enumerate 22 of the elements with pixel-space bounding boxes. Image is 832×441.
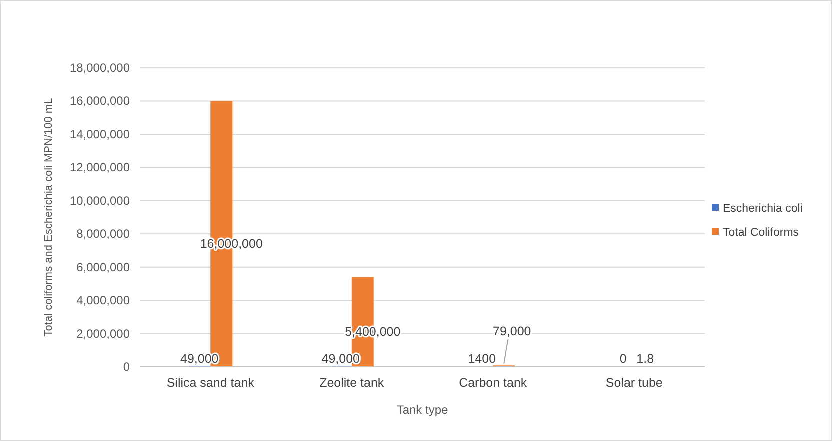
x-tick-label: Solar tube bbox=[606, 376, 663, 390]
data-label: 0 bbox=[620, 352, 627, 366]
data-label: 79,000 bbox=[493, 324, 532, 339]
y-axis-title: Total coliforms and Escherichia coli MPN/100 mL bbox=[43, 98, 55, 337]
y-tick-label: 8,000,000 bbox=[76, 227, 130, 242]
data-label: 1.8 bbox=[636, 352, 654, 366]
data-label: 1400 bbox=[468, 352, 496, 366]
y-tick-label: 10,000,000 bbox=[70, 194, 130, 208]
x-tick-label: Silica sand tank bbox=[166, 376, 256, 390]
y-tick-label: 18,000,000 bbox=[70, 61, 130, 75]
legend-label: Escherichia coli bbox=[723, 203, 803, 215]
legend-label: Total Coliforms bbox=[723, 227, 800, 239]
y-tick-label: 16,000,000 bbox=[70, 94, 130, 108]
x-tick-label: Carbon tank bbox=[459, 376, 528, 390]
x-tick-label: Zeolite tank bbox=[320, 376, 385, 390]
x-axis-title: Tank type bbox=[396, 403, 448, 417]
y-tick-label: 12,000,000 bbox=[70, 160, 130, 175]
y-tick-label: 14,000,000 bbox=[70, 127, 130, 142]
y-tick-label: 4,000,000 bbox=[76, 294, 130, 308]
y-tick-label: 0 bbox=[123, 360, 130, 374]
y-tick-label: 2,000,000 bbox=[76, 326, 130, 341]
y-tick-label: 6,000,000 bbox=[76, 260, 130, 274]
